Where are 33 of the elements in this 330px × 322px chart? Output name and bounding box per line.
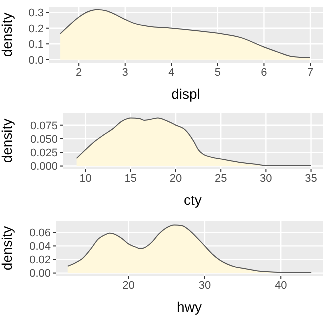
- x-tick-label: 30: [198, 280, 212, 292]
- y-tick-label: 0.025: [30, 148, 58, 160]
- y-tick-label: 0.075: [30, 120, 58, 132]
- y-axis-title: density: [0, 12, 15, 58]
- y-tick-label: 0.06: [30, 228, 51, 240]
- y-tick-label: 0.04: [30, 241, 51, 254]
- x-tick-label: 4: [168, 66, 175, 79]
- x-tick-label: 40: [274, 280, 288, 292]
- y-tick-label: 0.02: [30, 254, 51, 267]
- x-axis-title: cty: [184, 192, 202, 208]
- x-tick-label: 35: [305, 172, 318, 185]
- x-tick-label: 20: [122, 280, 135, 292]
- x-tick-label: 7: [307, 66, 314, 79]
- x-tick-label: 10: [80, 172, 92, 185]
- y-tick-label: 0.2: [28, 23, 44, 36]
- x-tick-label: 6: [261, 66, 268, 79]
- x-tick-label: 15: [124, 172, 138, 185]
- x-tick-label: 3: [122, 66, 128, 79]
- x-axis-title: displ: [172, 86, 200, 102]
- y-axis-title: density: [0, 118, 15, 164]
- y-tick-label: 0.00: [30, 268, 51, 280]
- x-tick-label: 25: [214, 172, 228, 185]
- y-axis-title: density: [0, 226, 15, 271]
- x-tick-label: 30: [260, 172, 272, 185]
- y-tick-label: 0.3: [28, 8, 44, 20]
- y-tick-label: 0.050: [30, 134, 58, 146]
- y-tick-label: 0.1: [28, 39, 44, 52]
- x-tick-label: 2: [76, 66, 82, 79]
- x-axis-title: hwy: [177, 299, 202, 315]
- x-tick-label: 20: [170, 172, 182, 185]
- x-tick-label: 5: [214, 66, 221, 79]
- y-tick-label: 0.000: [30, 161, 58, 174]
- y-tick-label: 0.0: [28, 54, 44, 67]
